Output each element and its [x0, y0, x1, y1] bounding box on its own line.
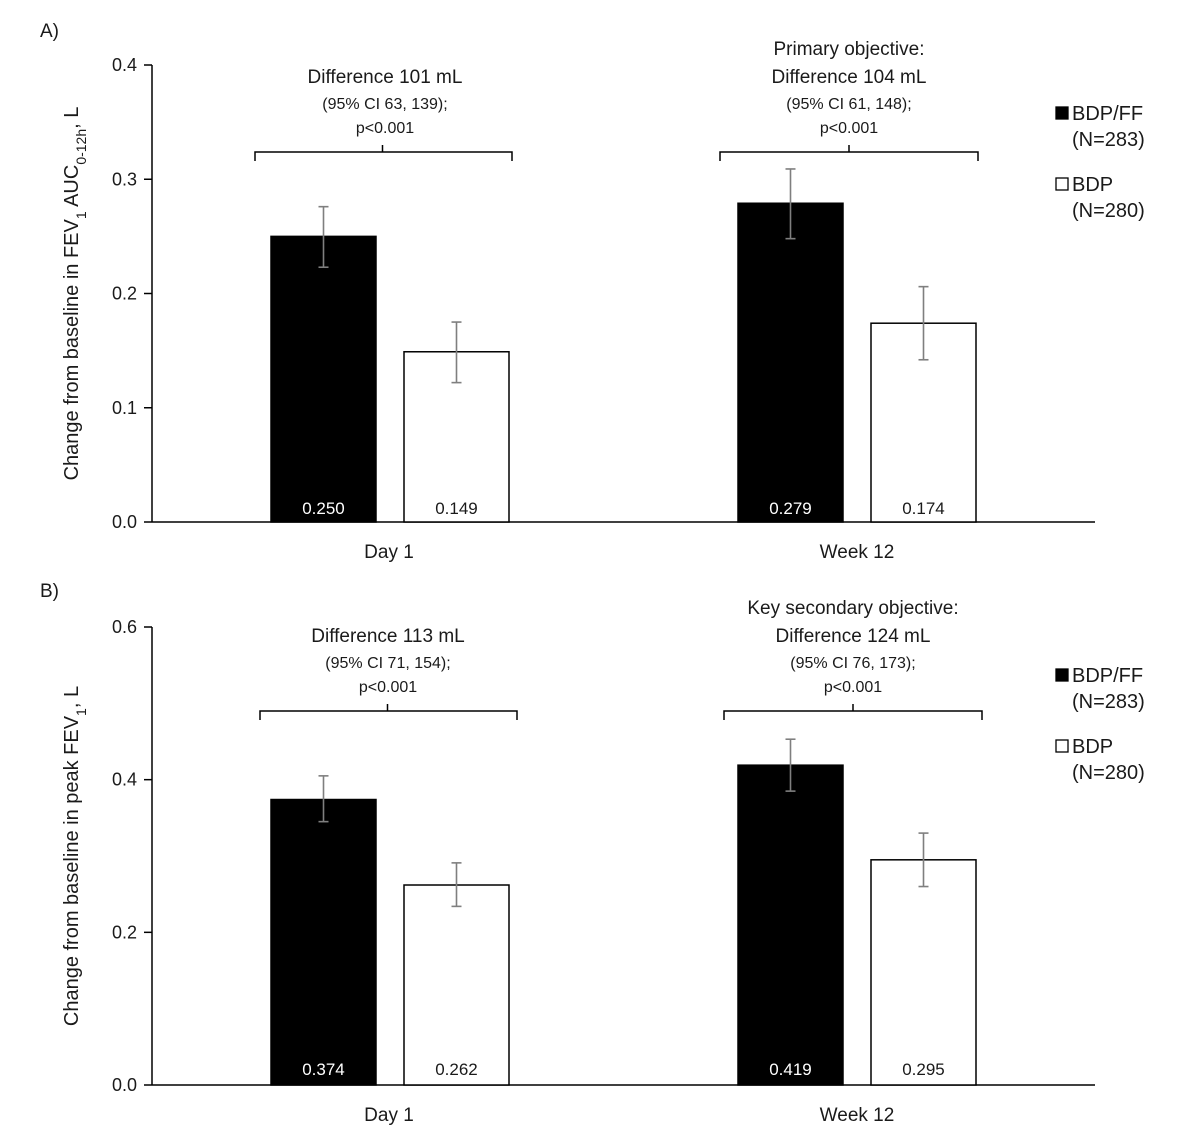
panel-label: B)	[40, 581, 59, 602]
annotation-line: (95% CI 71, 154);	[325, 655, 450, 672]
annotation-line: (95% CI 76, 173);	[790, 655, 915, 672]
x-tick-label: Week 12	[820, 542, 895, 563]
annotation-line: Key secondary objective:	[747, 598, 958, 619]
annotation-line: Primary objective:	[774, 39, 925, 60]
legend-swatch	[1055, 106, 1069, 120]
y-tick-label: 0.2	[112, 284, 137, 304]
legend-label: BDP	[1072, 736, 1113, 758]
annotation-line: (95% CI 63, 139);	[322, 96, 447, 113]
error-bar	[918, 285, 929, 361]
x-tick-label: Week 12	[820, 1105, 895, 1126]
error-bar	[785, 168, 796, 240]
error-bar	[318, 775, 329, 823]
legend-swatch	[1055, 177, 1069, 191]
data-label: 0.174	[902, 499, 945, 518]
annotation-line: Difference 124 mL	[776, 626, 931, 647]
bar	[403, 884, 510, 1086]
annotation-line: p<0.001	[359, 679, 417, 696]
legend-swatch	[1055, 668, 1069, 682]
annotation-line: p<0.001	[356, 120, 414, 137]
annotation-line: p<0.001	[824, 679, 882, 696]
bar	[737, 764, 844, 1086]
legend-sublabel: (N=280)	[1072, 200, 1145, 222]
error-bar	[451, 321, 462, 384]
data-label: 0.279	[769, 499, 812, 518]
error-bar	[785, 738, 796, 792]
bar	[737, 202, 844, 523]
chart-panel-2: B) 0.0 0.2 0.4 0.6 Change from baseline in pe…	[40, 581, 1145, 1126]
y-tick-label: 0.4	[112, 770, 137, 790]
y-tick-label: 0.3	[112, 169, 137, 189]
annotation-line: Difference 101 mL	[308, 67, 463, 88]
bar	[270, 798, 377, 1086]
y-tick-label: 0.0	[112, 1075, 137, 1095]
legend-sublabel: (N=283)	[1072, 691, 1145, 713]
y-tick-label: 0.0	[112, 512, 137, 532]
y-axis-label: Change from baseline in FEV1 AUC0-12h, L	[61, 107, 89, 481]
x-tick-label: Day 1	[364, 542, 414, 563]
legend-sublabel: (N=283)	[1072, 129, 1145, 151]
data-label: 0.250	[302, 499, 345, 518]
y-tick-label: 0.1	[112, 398, 137, 418]
panel-label: A)	[40, 21, 59, 42]
y-tick-label: 0.6	[112, 617, 137, 637]
annotation-line: (95% CI 61, 148);	[786, 96, 911, 113]
chart-panel-1: A) 0.0 0.1 0.2 0.3 0.4 Change from baseline in…	[40, 21, 1145, 563]
comparison-bracket	[254, 145, 513, 161]
annotation-line: Difference 104 mL	[772, 67, 927, 88]
bar	[870, 859, 977, 1086]
y-tick-label: 0.2	[112, 922, 137, 942]
annotation-line: p<0.001	[820, 120, 878, 137]
legend-swatch	[1055, 739, 1069, 753]
error-bar	[918, 832, 929, 888]
y-tick-label: 0.4	[112, 55, 137, 75]
x-tick-label: Day 1	[364, 1105, 414, 1126]
comparison-bracket	[719, 145, 979, 161]
data-label: 0.149	[435, 499, 478, 518]
data-label: 0.295	[902, 1060, 945, 1079]
legend-label: BDP	[1072, 174, 1113, 196]
comparison-bracket	[259, 704, 518, 720]
bar	[270, 235, 377, 523]
y-axis-label: Change from baseline in peak FEV1, L	[61, 686, 89, 1026]
legend-sublabel: (N=280)	[1072, 762, 1145, 784]
legend-label: BDP/FF	[1072, 665, 1143, 687]
error-bar	[451, 862, 462, 908]
data-label: 0.419	[769, 1060, 812, 1079]
data-label: 0.262	[435, 1060, 478, 1079]
comparison-bracket	[723, 704, 983, 720]
error-bar	[318, 205, 329, 269]
annotation-line: Difference 113 mL	[311, 626, 465, 647]
data-label: 0.374	[302, 1060, 345, 1079]
legend-label: BDP/FF	[1072, 103, 1143, 125]
